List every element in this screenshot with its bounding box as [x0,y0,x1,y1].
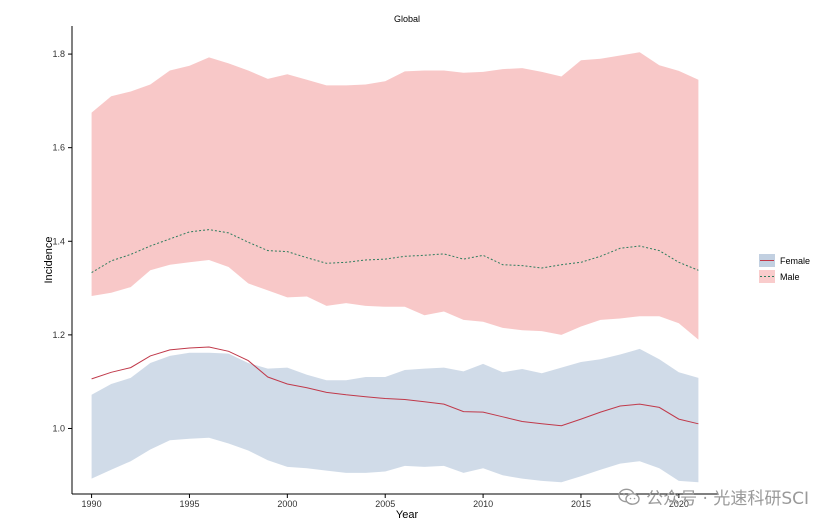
chart-title: Global [394,14,420,24]
y-tick-label: 1.4 [52,236,65,246]
legend: Female Male [759,254,810,283]
wechat-icon [618,488,640,505]
x-tick-label: 2000 [277,499,297,509]
band-male [91,52,699,340]
legend-key [759,270,775,283]
x-tick-label: 2020 [669,499,689,509]
watermark: 公众号 · 光速科研SCI [618,484,809,509]
line-female [91,346,699,427]
legend-label: Male [780,272,800,282]
confidence-bands [91,52,699,483]
watermark-text: 公众号 · 光速科研SCI [646,489,809,509]
x-tick-label: 1990 [82,499,102,509]
y-axis-ticks: 1.0 1.2 1.4 1.6 1.8 [52,49,72,433]
x-tick-label: 1995 [179,499,199,509]
x-axis-ticks: 1990 1995 2000 2005 2010 2015 2020 [82,494,689,509]
y-axis-title: Incidence [43,236,55,283]
y-tick-label: 1.6 [52,143,65,153]
legend-label: Female [780,256,810,266]
x-tick-label: 2005 [375,499,395,509]
x-tick-label: 2015 [571,499,591,509]
band-female [91,348,699,483]
x-tick-label: 2010 [473,499,493,509]
y-tick-label: 1.2 [52,330,65,340]
legend-item-male: Male [759,270,800,283]
series-lines [91,229,699,427]
line-male [91,229,699,274]
legend-item-female: Female [759,254,810,267]
y-tick-label: 1.0 [52,423,65,433]
y-tick-label: 1.8 [52,49,65,59]
x-axis-title: Year [396,509,419,521]
